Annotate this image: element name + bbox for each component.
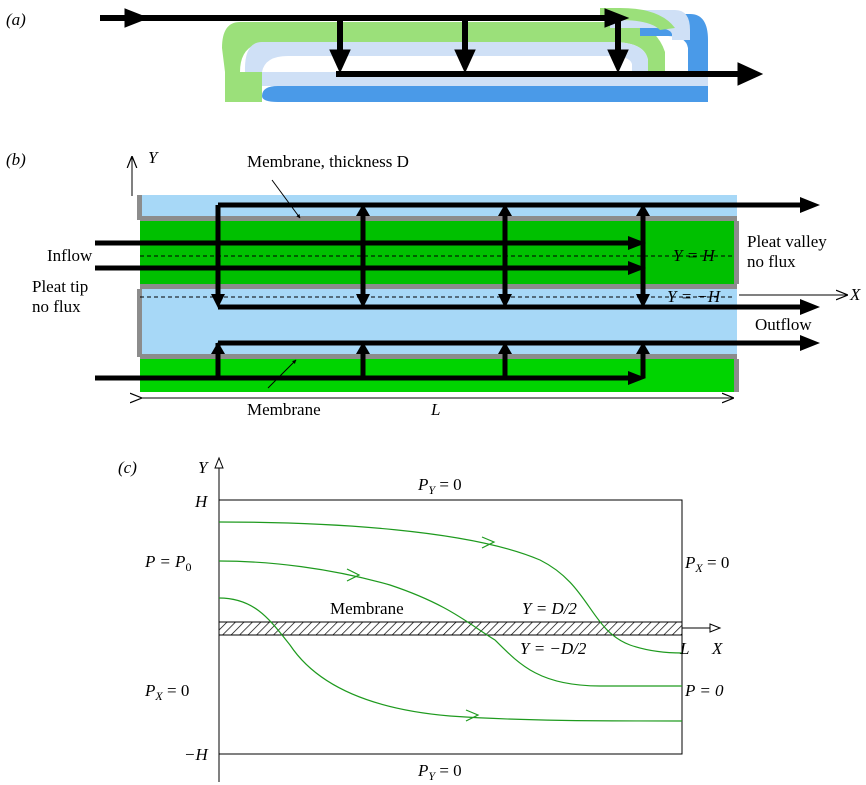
b-membrane-leader — [267, 359, 297, 389]
c-l-label: L — [679, 639, 689, 658]
c-top-bc: PY = 0 — [417, 475, 462, 497]
b-wall-top — [140, 216, 737, 221]
b-d1-head-icon — [211, 294, 225, 308]
b-x2-up-head-icon — [356, 204, 370, 216]
streamline-3-arrow-icon — [465, 709, 480, 722]
c-h-label: H — [194, 492, 209, 511]
streamline-2 — [218, 560, 682, 687]
b-mid-outflow-head-icon — [800, 299, 820, 315]
c-right-top-bc: PX = 0 — [684, 553, 729, 575]
b-d4-head-icon — [636, 294, 650, 308]
b-membrane-thickness-text: Membrane, thickness D — [247, 152, 409, 171]
cross-2-head-icon — [454, 49, 476, 74]
b-inflow-2-head-icon — [628, 261, 646, 275]
c-streamlines — [218, 521, 683, 722]
b-outflow-label: Outflow — [755, 315, 812, 334]
b-wall-right-top — [734, 221, 739, 284]
green-lower — [225, 72, 262, 102]
b-inflow-3-head-icon — [628, 371, 646, 385]
panel-c-label: (c) — [118, 458, 137, 477]
b-inflow-label: Inflow — [47, 246, 93, 265]
b-pleat-tip-label-2: no flux — [32, 297, 81, 316]
c-y-axis-label: Y — [198, 458, 209, 477]
b-membrane-thickness-label: Membrane, thickness D — [247, 152, 409, 171]
cross-3-head-icon — [607, 49, 629, 74]
b-top-outflow-head-icon — [800, 197, 820, 213]
cross-1-head-icon — [329, 49, 351, 74]
b-u1-head-icon — [211, 342, 225, 354]
b-pleat-valley-label-1: Pleat valley — [747, 232, 827, 251]
b-wall-right-bottom — [734, 359, 739, 392]
b-y-h-label: Y = H — [673, 246, 716, 265]
b-low-outflow-head-icon — [800, 335, 820, 351]
green-tip — [600, 8, 675, 30]
c-left-top-bc: P = P0 — [144, 552, 191, 574]
panel-c: (c) Y X PY = 0 PY = 0 P = P0 PX = 0 PX =… — [118, 456, 729, 783]
c-left-bottom-bc: PX = 0 — [144, 681, 189, 703]
b-d2-head-icon — [356, 294, 370, 308]
panel-a-label: (a) — [6, 10, 26, 29]
b-inflow-1-head-icon — [628, 236, 646, 250]
light-blue-band — [244, 42, 648, 72]
b-x4-up-head-icon — [636, 204, 650, 216]
b-x-axis-label: X — [849, 285, 861, 304]
b-wall-left — [137, 195, 142, 220]
b-pleat-valley-label-2: no flux — [747, 252, 796, 271]
b-y-axis-label: Y — [148, 148, 159, 167]
panel-a: (a) — [6, 8, 764, 102]
c-y-minus-d-label: Y = −D/2 — [520, 639, 587, 658]
streamline-2-arrow-icon — [346, 568, 361, 582]
b-pleat-tip-label-1: Pleat tip — [32, 277, 88, 296]
top-left-arrowhead-icon — [124, 8, 150, 28]
b-wall-left-mid — [137, 289, 142, 357]
b-y-minus-h-label: Y = −H — [667, 287, 722, 306]
b-x3-up-head-icon — [498, 204, 512, 216]
panel-b-label: (b) — [6, 150, 26, 169]
c-x-axis-label: X — [711, 639, 723, 658]
b-membrane-bottom — [140, 358, 737, 392]
b-membrane-thickness-leader — [271, 179, 301, 219]
b-membrane-top — [140, 221, 737, 286]
c-membrane-strip — [218, 621, 683, 636]
b-length-label: L — [430, 400, 440, 419]
panel-a-arrows — [100, 8, 764, 86]
b-d3-head-icon — [498, 294, 512, 308]
b-u4-head-icon — [636, 342, 650, 354]
c-y-plus-d-label: Y = D/2 — [522, 599, 577, 618]
streamline-1 — [218, 521, 683, 654]
bottom-right-arrowhead-icon — [737, 62, 764, 86]
streamline-3 — [218, 597, 683, 722]
b-walls — [137, 195, 739, 392]
c-membrane-label: Membrane — [330, 599, 404, 618]
c-minus-h-label: −H — [184, 745, 209, 764]
streamline-1-arrow-icon — [481, 536, 496, 549]
b-wall-low — [140, 354, 737, 359]
c-bottom-bc: PY = 0 — [417, 761, 462, 783]
b-flow-arrows — [95, 197, 820, 385]
blue-band-upper — [640, 14, 708, 72]
blue-band-lower — [262, 86, 708, 102]
b-membrane-label: Membrane — [247, 400, 321, 419]
green-band — [222, 22, 665, 72]
b-wall-mid — [140, 284, 737, 289]
b-u3-head-icon — [498, 342, 512, 354]
b-u2-head-icon — [356, 342, 370, 354]
panel-b: (b) Y X — [6, 148, 861, 419]
c-right-bottom-bc: P = 0 — [684, 681, 724, 700]
